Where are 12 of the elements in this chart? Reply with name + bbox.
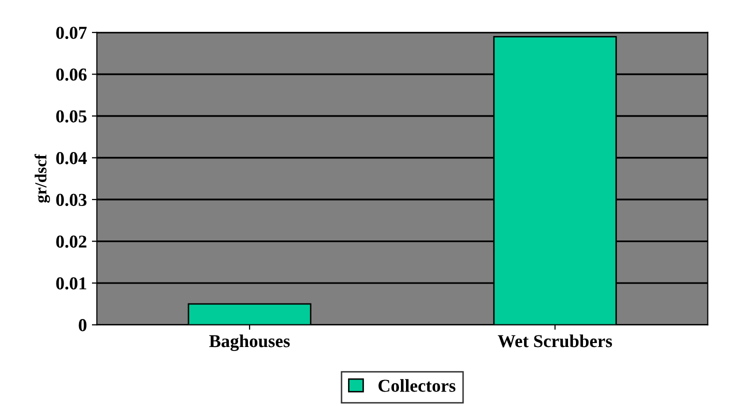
- y-tick-label: 0.02: [56, 236, 86, 248]
- x-tick-label: Baghouses: [209, 334, 290, 352]
- y-tick-label: 0.04: [56, 152, 87, 164]
- y-tick-label: 0: [78, 319, 86, 332]
- y-tick-label: 0.03: [56, 194, 87, 206]
- y-tick-label: 0.01: [56, 277, 86, 290]
- x-tick-label: Wet Scrubbers: [498, 334, 612, 348]
- legend-label: Collectors: [378, 379, 456, 392]
- y-tick-label: 0.05: [56, 110, 86, 123]
- y-tick-label: 0.07: [56, 26, 87, 39]
- y-axis-title: gr/dscf: [34, 154, 50, 203]
- y-tick-label: 0.06: [56, 68, 87, 81]
